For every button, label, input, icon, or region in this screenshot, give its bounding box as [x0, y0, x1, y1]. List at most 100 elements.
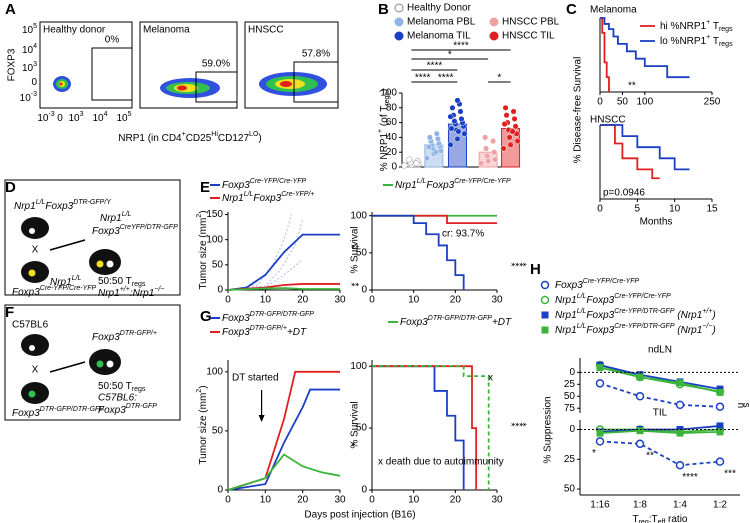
- x-tick-label: 20: [450, 295, 462, 306]
- label-part: Nrp1: [395, 180, 417, 191]
- supscript: 5: [128, 111, 132, 118]
- significance: ****: [682, 472, 698, 483]
- y-tick-label: 100: [350, 361, 367, 372]
- marker: [716, 422, 724, 430]
- supscript: CreYFP/DTR-GFP: [120, 224, 178, 231]
- dot: [512, 123, 519, 130]
- cross: X: [32, 245, 39, 256]
- x-tick-label: 0: [369, 495, 375, 506]
- label-part: Nrp1: [14, 201, 36, 212]
- panel-label: F: [5, 304, 14, 321]
- legend-marker: [541, 311, 549, 319]
- plot-title: ndLN: [648, 345, 672, 356]
- label-part: Tumor size (mm: [198, 393, 209, 465]
- marker: [595, 379, 605, 388]
- y-tick-label: 20: [386, 147, 398, 158]
- y-tick-label: 25: [564, 454, 576, 465]
- series-line: [600, 124, 690, 171]
- supscript: Cre-YFP/Cre-YFP: [250, 178, 307, 185]
- x-tick-label: 1:8: [633, 500, 647, 511]
- ratio: Nrp1+/+:Nrp1−/−: [98, 286, 164, 298]
- supscript: Cre-YFP/DTR-GFP: [614, 323, 675, 330]
- dot: [502, 104, 509, 111]
- plot-title: TIL: [653, 408, 668, 419]
- significance: *: [592, 448, 596, 459]
- supscript: L/L: [577, 323, 587, 330]
- x-tick-label: 10: [408, 295, 420, 306]
- x-tick-label: 1:4: [673, 500, 687, 511]
- label-part: 0: [31, 77, 37, 88]
- y-tick-label: 50: [564, 484, 576, 495]
- dot: [423, 155, 430, 162]
- dot: [509, 128, 516, 135]
- supscript: LO: [249, 131, 259, 138]
- label-part: Nrp1: [555, 310, 577, 321]
- legend-marker: [489, 31, 499, 41]
- label-part: 50:50 T: [98, 381, 132, 392]
- supscript: -3: [48, 111, 54, 118]
- dot: [478, 160, 485, 167]
- x-tick-label: 10: [408, 495, 420, 506]
- label-part: Foxp3: [92, 332, 120, 343]
- y-tick-label: 0: [391, 162, 397, 173]
- legend-marker: [540, 280, 550, 290]
- y-tick-label: 100: [380, 88, 397, 99]
- legend-label: Melanoma TIL: [407, 31, 471, 42]
- y-axis-label: % Survival: [350, 226, 361, 273]
- label-part: (Nrp1: [675, 325, 703, 336]
- series-line: [227, 287, 340, 291]
- y-axis-label: Tumor size (mm2): [196, 210, 208, 289]
- dot: [485, 158, 492, 165]
- dot: [503, 112, 510, 119]
- label-part: T: [632, 514, 638, 523]
- decor: [4, 47, 339, 421]
- series-line: [599, 429, 721, 434]
- supscript: −/−: [702, 323, 712, 330]
- genotype: Foxp3CreYFP/DTR-GFP: [92, 224, 178, 236]
- x-tick-label: 15: [706, 204, 718, 215]
- label-part: T: [710, 36, 719, 47]
- supscript: 4: [104, 111, 108, 118]
- legend-marker: [394, 17, 404, 27]
- y-tick-label: 0: [361, 285, 367, 296]
- y-tick-label: 80: [386, 102, 398, 113]
- label-part: Foxp3: [12, 408, 40, 419]
- x-axis-label: Treg:Teff ratio: [632, 514, 687, 523]
- dot: [433, 130, 440, 137]
- dot: [448, 125, 455, 132]
- dot: [484, 152, 491, 159]
- cross: X: [32, 365, 39, 376]
- gate-value: 0%: [105, 35, 120, 46]
- x-axis-label: NRP1 (in CD4+CD25HiCD127LO): [118, 131, 261, 143]
- dot: [432, 149, 439, 156]
- label-part: Foxp3: [555, 280, 583, 291]
- x-tick-label: 1:2: [713, 500, 727, 511]
- ratio: Foxp3DTR-GFP: [98, 403, 157, 415]
- series-line: [599, 364, 721, 390]
- panel-label: A: [5, 1, 16, 18]
- significance: *: [345, 443, 356, 447]
- series-line: [372, 365, 490, 490]
- legend-label: HNSCC PBL: [502, 17, 560, 28]
- y-tick-label: 40: [386, 132, 398, 143]
- supscript: L/L: [577, 293, 587, 300]
- y-axis-label: Tumor size (mm2): [196, 385, 208, 464]
- label-part: Nrp1: [98, 288, 120, 299]
- dot: [451, 118, 458, 125]
- dot: [458, 115, 465, 122]
- supscript: -3: [31, 91, 37, 98]
- arrow-head: [258, 415, 265, 422]
- dot: [449, 104, 456, 111]
- legend-label: Foxp3DTR-GFP/++DT: [222, 325, 307, 337]
- series-line: [599, 366, 721, 394]
- supscript: +: [377, 129, 384, 133]
- y-tick-label: 75: [564, 403, 576, 414]
- label-part: +DT: [287, 327, 307, 338]
- series-line: [227, 388, 340, 491]
- label-part: Foxp3: [400, 317, 428, 328]
- supscript: L/L: [72, 275, 82, 282]
- dot: [401, 162, 408, 169]
- legend-marker: [541, 326, 549, 334]
- x-tick-label: 0: [225, 495, 231, 506]
- dot: [447, 113, 454, 120]
